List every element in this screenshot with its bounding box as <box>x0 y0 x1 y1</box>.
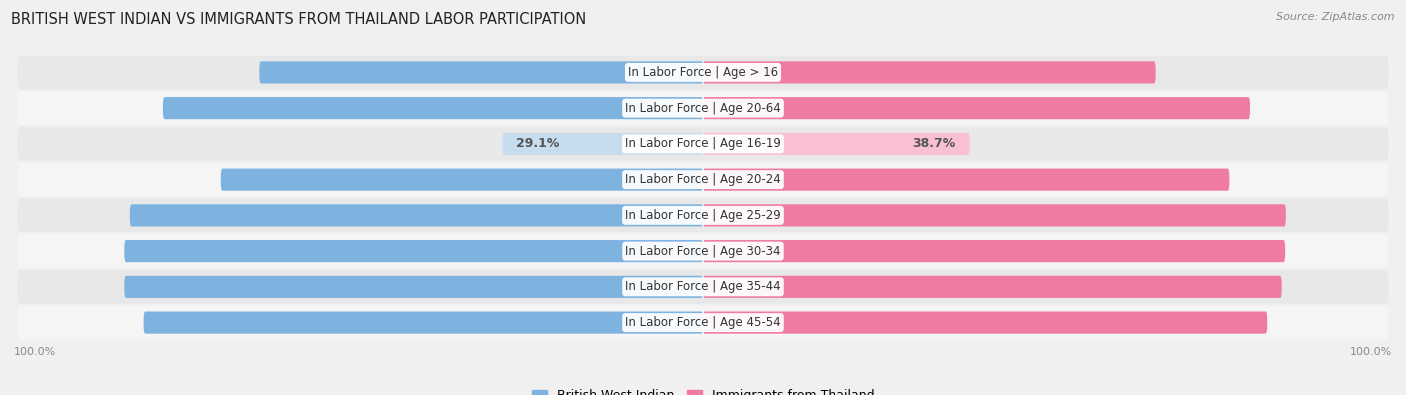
FancyBboxPatch shape <box>163 97 703 119</box>
FancyBboxPatch shape <box>124 240 703 262</box>
FancyBboxPatch shape <box>703 204 1286 226</box>
Text: In Labor Force | Age 20-64: In Labor Force | Age 20-64 <box>626 102 780 115</box>
FancyBboxPatch shape <box>17 56 1389 89</box>
Text: In Labor Force | Age 35-44: In Labor Force | Age 35-44 <box>626 280 780 293</box>
Text: Source: ZipAtlas.com: Source: ZipAtlas.com <box>1277 12 1395 22</box>
FancyBboxPatch shape <box>124 276 703 298</box>
Text: In Labor Force | Age 25-29: In Labor Force | Age 25-29 <box>626 209 780 222</box>
Text: 29.1%: 29.1% <box>516 137 560 150</box>
Text: In Labor Force | Age 30-34: In Labor Force | Age 30-34 <box>626 245 780 258</box>
FancyBboxPatch shape <box>143 312 703 334</box>
FancyBboxPatch shape <box>502 133 703 155</box>
FancyBboxPatch shape <box>221 169 703 191</box>
FancyBboxPatch shape <box>129 204 703 226</box>
FancyBboxPatch shape <box>17 163 1389 196</box>
Text: 84.5%: 84.5% <box>717 245 761 258</box>
FancyBboxPatch shape <box>17 199 1389 232</box>
Text: 84.6%: 84.6% <box>717 209 761 222</box>
Text: 100.0%: 100.0% <box>1350 347 1392 357</box>
Text: In Labor Force | Age > 16: In Labor Force | Age > 16 <box>628 66 778 79</box>
FancyBboxPatch shape <box>259 61 703 83</box>
FancyBboxPatch shape <box>17 91 1389 125</box>
Text: 65.7%: 65.7% <box>717 66 761 79</box>
FancyBboxPatch shape <box>703 169 1229 191</box>
Text: In Labor Force | Age 16-19: In Labor Force | Age 16-19 <box>626 137 780 150</box>
Text: In Labor Force | Age 20-24: In Labor Force | Age 20-24 <box>626 173 780 186</box>
Text: 100.0%: 100.0% <box>14 347 56 357</box>
Text: 84.0%: 84.0% <box>645 245 689 258</box>
Text: 76.4%: 76.4% <box>717 173 761 186</box>
Text: 81.2%: 81.2% <box>645 316 689 329</box>
FancyBboxPatch shape <box>703 240 1285 262</box>
Text: 70.0%: 70.0% <box>645 173 689 186</box>
FancyBboxPatch shape <box>17 127 1389 161</box>
Text: 79.4%: 79.4% <box>717 102 761 115</box>
Text: In Labor Force | Age 45-54: In Labor Force | Age 45-54 <box>626 316 780 329</box>
FancyBboxPatch shape <box>17 306 1389 339</box>
Text: 84.0%: 84.0% <box>717 280 761 293</box>
Text: BRITISH WEST INDIAN VS IMMIGRANTS FROM THAILAND LABOR PARTICIPATION: BRITISH WEST INDIAN VS IMMIGRANTS FROM T… <box>11 12 586 27</box>
Text: 64.4%: 64.4% <box>645 66 689 79</box>
FancyBboxPatch shape <box>17 234 1389 268</box>
Text: 83.2%: 83.2% <box>645 209 689 222</box>
FancyBboxPatch shape <box>17 270 1389 304</box>
Text: 81.9%: 81.9% <box>717 316 761 329</box>
FancyBboxPatch shape <box>703 133 970 155</box>
Text: 84.0%: 84.0% <box>645 280 689 293</box>
FancyBboxPatch shape <box>703 97 1250 119</box>
FancyBboxPatch shape <box>703 276 1282 298</box>
FancyBboxPatch shape <box>703 61 1156 83</box>
Legend: British West Indian, Immigrants from Thailand: British West Indian, Immigrants from Tha… <box>527 384 879 395</box>
Text: 78.4%: 78.4% <box>645 102 689 115</box>
Text: 38.7%: 38.7% <box>912 137 956 150</box>
FancyBboxPatch shape <box>703 312 1267 334</box>
